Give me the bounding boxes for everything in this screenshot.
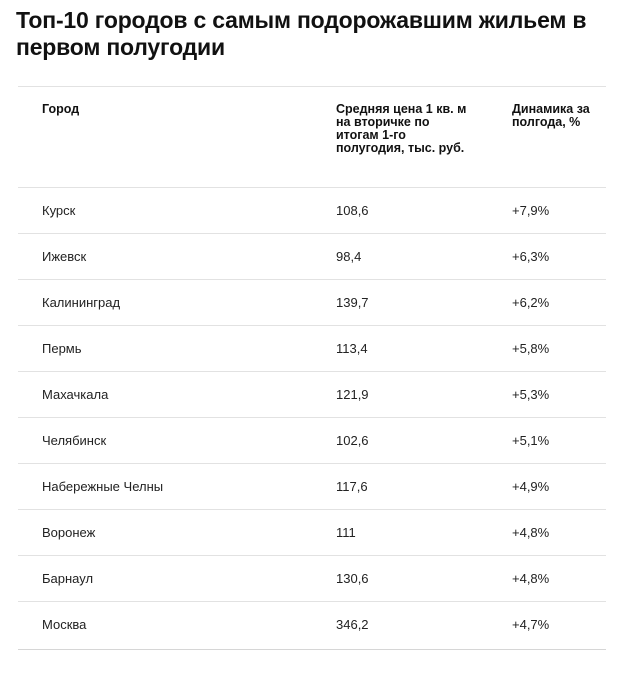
cell-city: Ижевск <box>42 249 87 264</box>
cell-change: +5,8% <box>512 341 550 356</box>
table-row: Калининград 139,7 +6,2% <box>18 280 606 326</box>
cell-city: Воронеж <box>42 525 96 540</box>
table-row: Набережные Челны 117,6 +4,9% <box>18 464 606 510</box>
header-price: Средняя цена 1 кв. м на вторичке по итог… <box>336 102 467 155</box>
cell-city: Барнаул <box>42 571 94 586</box>
table-row: Барнаул 130,6 +4,8% <box>18 556 606 602</box>
table-row: Пермь 113,4 +5,8% <box>18 326 606 372</box>
table-row: Курск 108,6 +7,9% <box>18 188 606 234</box>
table-row: Москва 346,2 +4,7% <box>18 602 606 650</box>
cell-change: +4,8% <box>512 571 550 586</box>
cell-price: 130,6 <box>336 571 369 586</box>
table-row: Воронеж 111 +4,8% <box>18 510 606 556</box>
cell-price: 108,6 <box>336 203 369 218</box>
price-table: Город Средняя цена 1 кв. м на вторичке п… <box>18 86 606 650</box>
cell-change: +6,3% <box>512 249 550 264</box>
page-title: Топ-10 городов с самым подорожавшим жиль… <box>16 7 587 60</box>
cell-city: Пермь <box>42 341 82 356</box>
table-row: Махачкала 121,9 +5,3% <box>18 372 606 418</box>
cell-change: +5,1% <box>512 433 550 448</box>
cell-price: 346,2 <box>336 617 369 632</box>
table-row: Челябинск 102,6 +5,1% <box>18 418 606 464</box>
cell-change: +5,3% <box>512 387 550 402</box>
cell-city: Курск <box>42 203 76 218</box>
cell-city: Челябинск <box>42 433 107 448</box>
cell-price: 113,4 <box>336 341 368 356</box>
cell-price: 102,6 <box>336 433 369 448</box>
cell-change: +6,2% <box>512 295 550 310</box>
table-header: Город Средняя цена 1 кв. м на вторичке п… <box>18 87 606 188</box>
cell-city: Набережные Челны <box>42 479 164 494</box>
cell-price: 111 <box>336 525 356 540</box>
header-change: Динамика за полгода, % <box>512 102 590 129</box>
cell-change: +4,9% <box>512 479 550 494</box>
table-row: Ижевск 98,4 +6,3% <box>18 234 606 280</box>
cell-price: 98,4 <box>336 249 362 264</box>
cell-price: 121,9 <box>336 387 369 402</box>
cell-price: 139,7 <box>336 295 369 310</box>
cell-city: Калининград <box>42 295 121 310</box>
header-city: Город <box>42 102 80 116</box>
cell-change: +4,8% <box>512 525 550 540</box>
cell-change: +7,9% <box>512 203 550 218</box>
cell-change: +4,7% <box>512 617 550 632</box>
cell-city: Москва <box>42 617 87 632</box>
cell-price: 117,6 <box>336 479 368 494</box>
cell-city: Махачкала <box>42 387 109 402</box>
